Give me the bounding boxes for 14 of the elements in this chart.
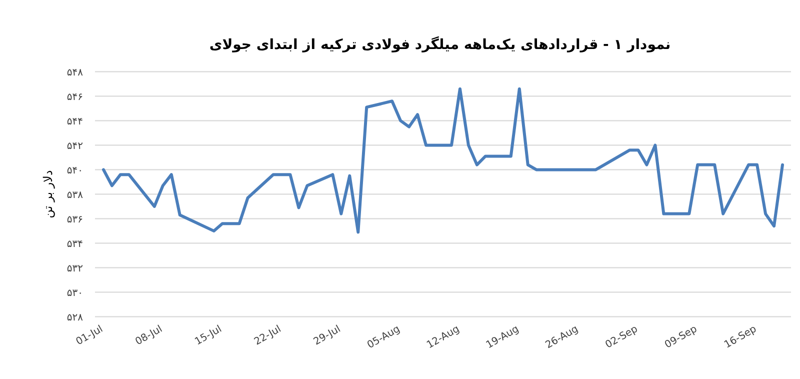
y-tick-label: ۵۴۲ [66,141,83,152]
y-tick-label: ۵۴۶ [66,92,83,104]
y-tick-label: ۵۴۴ [66,116,83,128]
y-tick-label: ۵۴۰ [66,166,83,177]
y-axis-title: دلار بر تن [41,170,55,218]
y-tick-label: ۵۲۸ [66,312,84,324]
y-tick-label: ۵۳۸ [66,190,84,202]
y-tick-label: ۵۴۸ [66,68,84,79]
y-tick-label: ۵۳۶ [66,214,83,226]
line-series [102,87,784,234]
y-tick-label: ۵۳۴ [66,239,83,250]
chart-title: نمودار ۱ - قراردادهای یک‌ماهه میلگرد فولادی ترکیه از ابتدای جولای [209,36,671,53]
y-tick-label: ۵۳۰ [66,288,83,300]
y-tick-label: ۵۳۲ [66,264,83,275]
